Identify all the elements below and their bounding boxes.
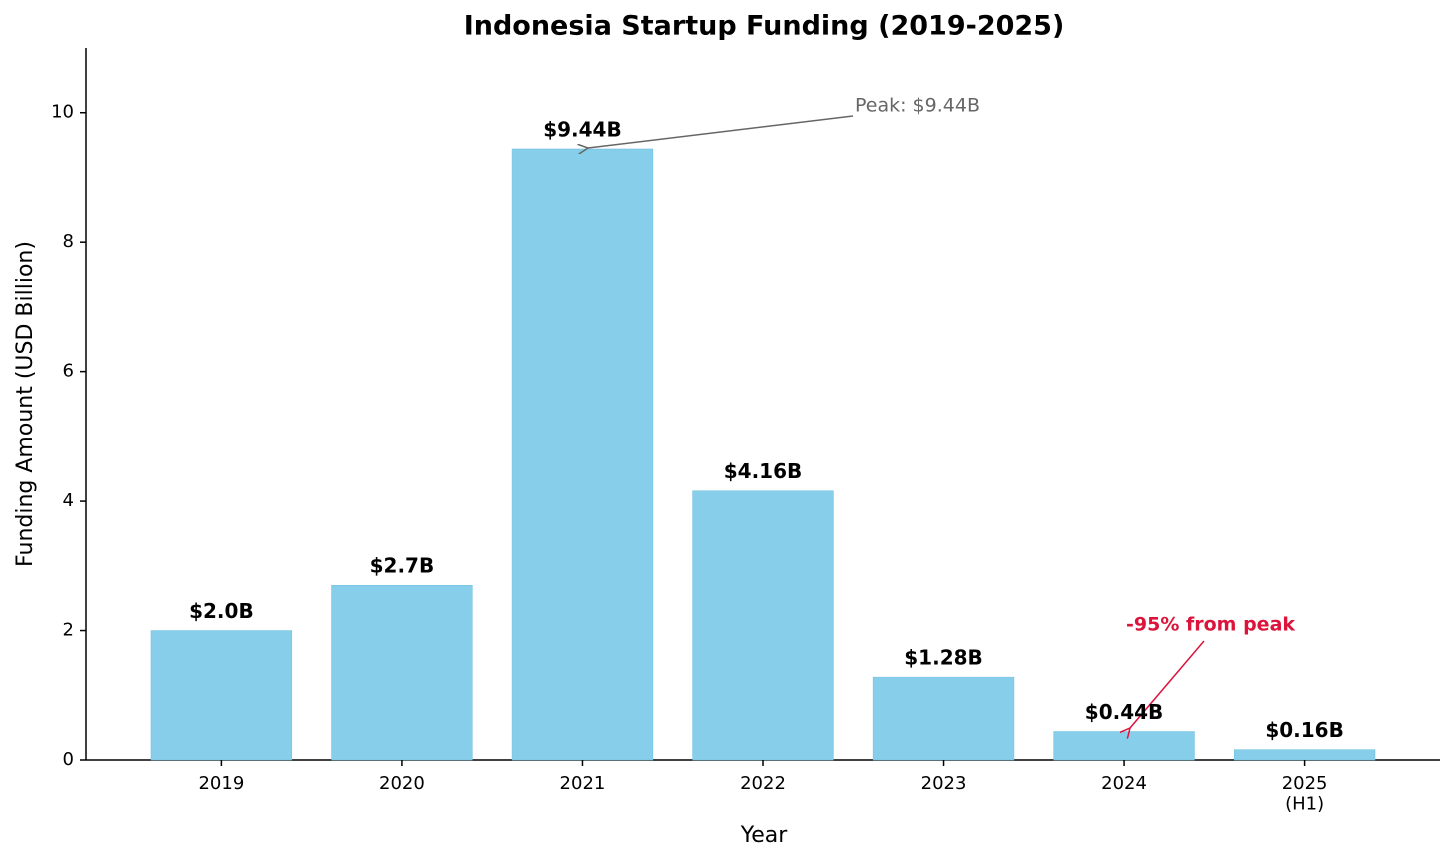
chart-title: Indonesia Startup Funding (2019-2025) xyxy=(464,11,1065,42)
y-tick-label: 0 xyxy=(63,749,74,770)
bar xyxy=(150,630,293,761)
value-label: $2.7B xyxy=(370,554,435,578)
x-tick-label: 2019 xyxy=(198,773,244,794)
x-axis-label: Year xyxy=(740,823,789,848)
value-label: $9.44B xyxy=(543,117,622,141)
x-tick-label: 2024 xyxy=(1101,773,1147,794)
y-tick-label: 4 xyxy=(63,490,74,511)
x-tick-label: 2023 xyxy=(921,773,967,794)
x-tick-label: 2021 xyxy=(560,773,606,794)
peak-arrow xyxy=(588,115,854,148)
value-label: $0.44B xyxy=(1085,700,1164,724)
x-tick-label: 2022 xyxy=(740,773,786,794)
value-label: $1.28B xyxy=(904,646,983,670)
x-tick-label: 2020 xyxy=(379,773,425,794)
bar xyxy=(1053,731,1195,761)
bar xyxy=(872,676,1015,761)
bar xyxy=(1233,749,1376,761)
y-axis-label: Funding Amount (USD Billion) xyxy=(13,241,38,567)
bars xyxy=(150,148,1376,761)
value-label: $2.0B xyxy=(189,599,254,623)
x-tick-label: 2025 (H1) xyxy=(1282,773,1328,815)
bar xyxy=(331,584,473,761)
bar xyxy=(511,148,654,761)
y-tick-label: 8 xyxy=(63,231,74,252)
drop-annotation: -95% from peak xyxy=(1126,614,1295,636)
y-tick-label: 2 xyxy=(63,620,74,641)
value-label: $4.16B xyxy=(724,459,803,483)
peak-annotation: Peak: $9.44B xyxy=(855,95,980,117)
drop-arrow xyxy=(1130,640,1205,728)
value-label: $0.16B xyxy=(1265,718,1344,742)
y-tick-label: 10 xyxy=(51,102,74,123)
y-tick-label: 6 xyxy=(63,361,74,382)
bar xyxy=(692,490,834,761)
